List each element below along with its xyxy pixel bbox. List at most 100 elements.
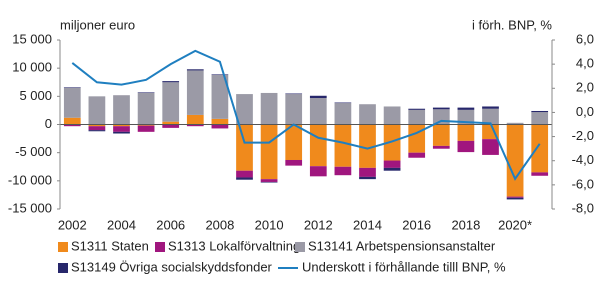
- bar-segment: [260, 92, 278, 125]
- y-tick-label: 10 000: [12, 60, 52, 75]
- bar-segment: [88, 126, 106, 131]
- bar-segment: [63, 87, 81, 118]
- bar-segment: [88, 130, 106, 132]
- bar-segment: [408, 152, 426, 158]
- bar-segment: [285, 94, 303, 125]
- y2-tick-label: -6,0: [572, 176, 594, 191]
- legend-label: S13149 Övriga socialskyddsfonder: [71, 259, 273, 274]
- bar-segment: [531, 124, 549, 173]
- bar-segment: [408, 109, 426, 125]
- bar-segment: [359, 176, 376, 180]
- bar-segment: [383, 160, 401, 168]
- bar-segment: [162, 124, 180, 128]
- bar-segment: [186, 114, 204, 125]
- bar-segment: [88, 96, 106, 125]
- bar-segment: [137, 92, 155, 93]
- bar-segment: [309, 166, 327, 177]
- bar-segment: [457, 107, 475, 110]
- y2-tick-label: 2,0: [576, 80, 594, 95]
- x-tick-label: 2014: [353, 217, 382, 232]
- legend-label: S1313 Lokalförvaltning: [168, 238, 300, 253]
- bar-segment: [137, 92, 155, 125]
- bar-segment: [236, 124, 253, 171]
- bar-segment: [236, 177, 253, 180]
- bar-segment: [359, 124, 376, 168]
- x-tick-label: 2008: [205, 217, 234, 232]
- bar-segment: [457, 109, 475, 125]
- bar-segment: [457, 124, 475, 141]
- x-tick-label: 2010: [255, 217, 284, 232]
- bar-segment: [260, 181, 278, 183]
- bar-segment: [137, 124, 155, 126]
- bar-segment: [457, 140, 475, 153]
- bar-segment: [211, 124, 229, 129]
- y-tick-label: 5 000: [19, 88, 52, 103]
- bar-segment: [88, 124, 106, 127]
- bar-segment: [432, 109, 450, 125]
- bar-segment: [260, 124, 278, 180]
- bar-segment: [63, 87, 81, 88]
- bar-segment: [211, 74, 229, 75]
- legend-label: Underskott i förhållande tilll BNP, %: [302, 259, 506, 274]
- bar-segment: [309, 95, 327, 99]
- bar-segment: [113, 126, 130, 132]
- bar-segment: [408, 124, 426, 153]
- x-tick-label: 2016: [402, 217, 431, 232]
- bar-segment: [334, 166, 352, 176]
- bar-segment: [260, 179, 278, 182]
- bar-segment: [383, 106, 401, 125]
- bar-segment: [383, 124, 401, 161]
- legend-label: S13141 Arbetspensionsanstalter: [308, 238, 496, 253]
- bar-segment: [359, 104, 376, 125]
- bar-segment: [309, 124, 327, 167]
- y2-tick-label: 0,0: [576, 104, 594, 119]
- bar-segment: [482, 124, 499, 140]
- y2-tick-label: -8,0: [572, 200, 594, 215]
- y-tick-label: -15 000: [8, 200, 52, 215]
- line-series: [71, 49, 541, 181]
- y-tick-label: 0: [45, 116, 52, 131]
- bar-segment: [186, 69, 204, 71]
- bar-segment: [482, 139, 499, 155]
- y2-tick-label: -4,0: [572, 152, 594, 167]
- y-tick-label: 15 000: [12, 31, 52, 46]
- x-tick-label: 2004: [107, 217, 136, 232]
- bar-segment: [285, 124, 303, 160]
- bar-segment: [162, 82, 180, 122]
- y2-tick-label: -2,0: [572, 128, 594, 143]
- y-tick-label: -5 000: [15, 144, 52, 159]
- legend-label: S1311 Staten: [71, 238, 149, 253]
- x-tick-label: 2006: [156, 217, 185, 232]
- bar-segment: [482, 108, 499, 125]
- bar-segment: [334, 102, 352, 104]
- bar-segment: [285, 93, 303, 95]
- bar-segment: [482, 106, 499, 109]
- bar-segment: [162, 81, 180, 83]
- bar-segment: [236, 94, 253, 125]
- bar-segment: [432, 145, 450, 149]
- x-tick-label: 2002: [58, 217, 87, 232]
- bar-segment: [432, 124, 450, 146]
- bar-segment: [506, 122, 524, 125]
- legend-swatch: [58, 242, 68, 252]
- bar-segment: [359, 167, 376, 177]
- bar-segment: [506, 196, 524, 198]
- bar-segment: [309, 98, 327, 125]
- bar-segment: [531, 112, 549, 125]
- y2-axis-title: i förh. BNP, %: [472, 17, 552, 32]
- bar-segment: [63, 124, 81, 127]
- bar-segment: [63, 117, 81, 125]
- bar-segment: [211, 118, 229, 125]
- y2-tick-label: 6,0: [576, 31, 594, 46]
- bar-segment: [334, 124, 352, 167]
- bar-segment: [285, 159, 303, 166]
- bar-segment: [334, 103, 352, 125]
- bar-segment: [162, 121, 180, 125]
- bar-segment: [531, 110, 549, 113]
- bar-segment: [432, 107, 450, 110]
- y2-tick-label: 4,0: [576, 56, 594, 71]
- bar-segment: [113, 95, 130, 125]
- bar-segment: [236, 170, 253, 178]
- bar-segment: [408, 108, 426, 110]
